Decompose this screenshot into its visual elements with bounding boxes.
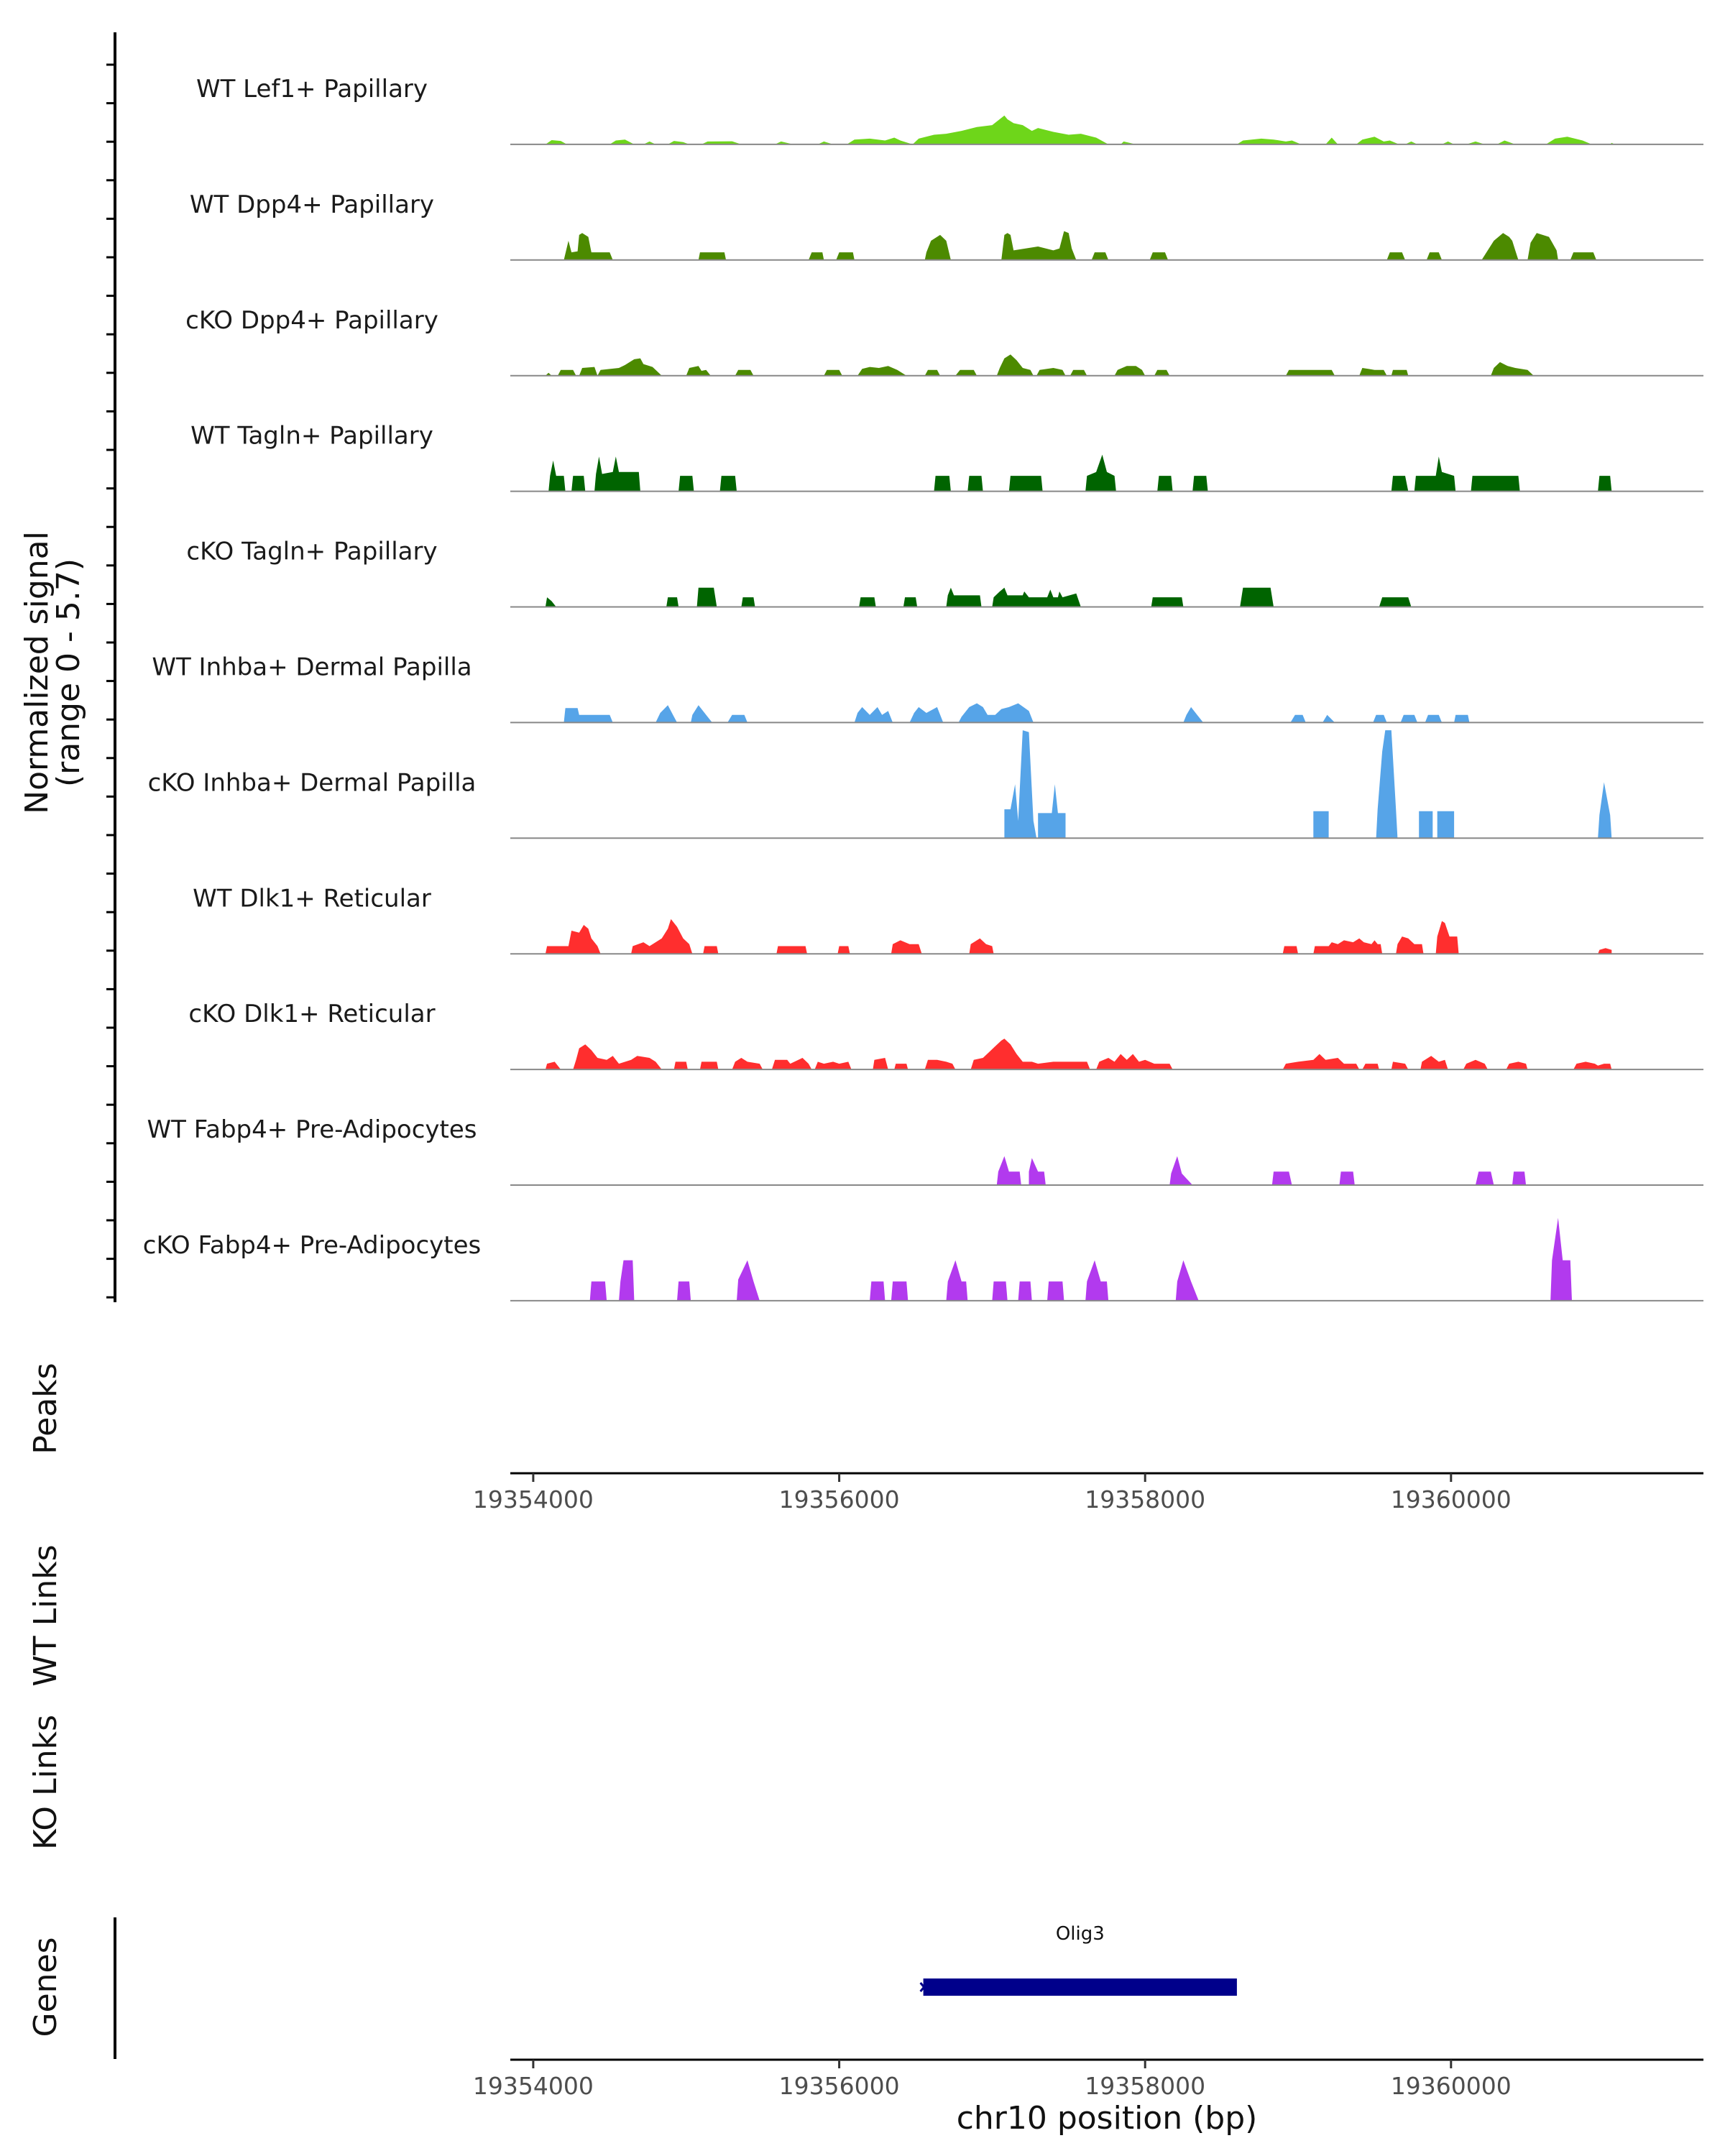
- track-signal-area: [545, 115, 1615, 144]
- track-label: WT Tagln+ Papillary: [190, 422, 433, 451]
- x-axis-tick-label: 19360000: [1391, 1485, 1512, 1514]
- track-signal-area: [589, 1217, 1573, 1301]
- track-5: WT Inhba+ Dermal Papilla: [152, 653, 1703, 724]
- x-axis-tick-label: 19358000: [1085, 1485, 1205, 1514]
- track-1: WT Dpp4+ Papillary: [190, 190, 1703, 261]
- x-axis-title: chr10 position (bp): [957, 2100, 1258, 2137]
- signal-axis-range: (range 0 - 5.7): [50, 558, 87, 787]
- track-signal-area: [545, 587, 1412, 607]
- genes-title: Genes: [27, 1937, 64, 2037]
- x-axis-tick-label: 19354000: [473, 2072, 594, 2100]
- track-10: cKO Fabp4+ Pre-Adipocytes: [143, 1217, 1703, 1302]
- track-2: cKO Dpp4+ Papillary: [185, 306, 1703, 377]
- track-0: WT Lef1+ Papillary: [196, 75, 1703, 145]
- x-axis-tick-label: 19360000: [1391, 2072, 1512, 2100]
- x-axis-tick-label: 19358000: [1085, 2072, 1205, 2100]
- peaks-title: Peaks: [27, 1363, 64, 1454]
- track-8: cKO Dlk1+ Reticular: [188, 1000, 1703, 1071]
- x-axis-tick-label: 19354000: [473, 1485, 594, 1514]
- wt-links-title: WT Links: [27, 1544, 64, 1686]
- ko-links-title: KO Links: [27, 1715, 64, 1850]
- track-3: WT Tagln+ Papillary: [190, 422, 1703, 492]
- signal-axis-title: Normalized signal: [19, 531, 55, 814]
- gene-body: [923, 1978, 1237, 1996]
- signal-axis-title-group: Normalized signal (range 0 - 5.7): [19, 531, 87, 814]
- gene-label: Olig3: [1056, 1923, 1105, 1945]
- signal-axis-ticks: [106, 63, 115, 1299]
- track-label: WT Lef1+ Papillary: [196, 75, 428, 103]
- x-axis-tick-label: 19356000: [779, 2072, 900, 2100]
- track-label: cKO Inhba+ Dermal Papilla: [148, 768, 477, 797]
- track-label: WT Dpp4+ Papillary: [190, 190, 434, 219]
- x-axis-tick-label: 19356000: [779, 1485, 900, 1514]
- track-label: cKO Dlk1+ Reticular: [188, 1000, 435, 1028]
- track-label: cKO Dpp4+ Papillary: [185, 306, 438, 335]
- track-label: cKO Fabp4+ Pre-Adipocytes: [143, 1231, 482, 1260]
- track-9: WT Fabp4+ Pre-Adipocytes: [147, 1115, 1703, 1186]
- gene-annotations: Olig3: [919, 1923, 1237, 1996]
- track-6: cKO Inhba+ Dermal Papilla: [148, 730, 1703, 839]
- track-signal-area: [564, 231, 1596, 260]
- track-label: WT Fabp4+ Pre-Adipocytes: [147, 1115, 477, 1144]
- track-signal-area: [545, 1038, 1612, 1070]
- track-7: WT Dlk1+ Reticular: [193, 884, 1703, 955]
- track-label: WT Dlk1+ Reticular: [193, 884, 431, 913]
- gene-strand-marker: [919, 1982, 929, 1992]
- peaks-x-axis: 19354000 19356000 19358000 19360000: [473, 1473, 1512, 1514]
- track-signal-area: [545, 354, 1534, 376]
- track-label: cKO Tagln+ Papillary: [186, 538, 437, 566]
- track-signal-area: [548, 454, 1612, 492]
- track-signal-area: [564, 703, 1470, 723]
- gene-0: Olig3: [919, 1923, 1237, 1996]
- track-signal-area: [1004, 730, 1612, 839]
- coverage-tracks: WT Lef1+ Papillary WT Dpp4+ Papillary cKO …: [143, 75, 1703, 1302]
- track-label: WT Inhba+ Dermal Papilla: [152, 653, 472, 682]
- genes-x-axis: 19354000 19356000 19358000 19360000: [473, 2060, 1512, 2100]
- track-4: cKO Tagln+ Papillary: [186, 538, 1703, 608]
- track-signal-area: [545, 918, 1612, 954]
